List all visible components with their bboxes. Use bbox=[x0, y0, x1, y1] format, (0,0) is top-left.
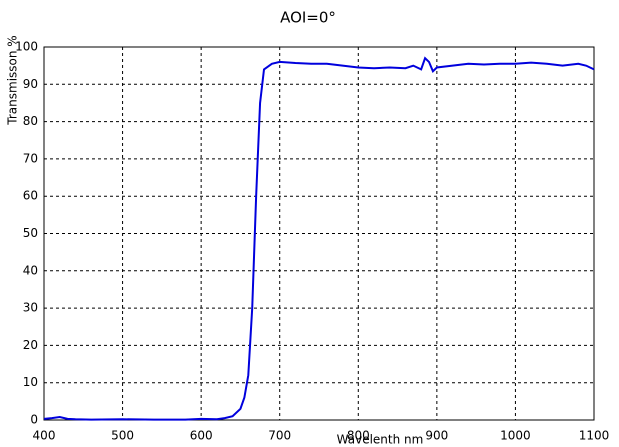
y-tick-label: 90 bbox=[23, 77, 38, 91]
y-tick-label: 70 bbox=[23, 151, 38, 165]
x-tick-label: 700 bbox=[268, 429, 291, 443]
y-tick-label: 30 bbox=[23, 301, 38, 315]
y-tick-label: 0 bbox=[30, 413, 38, 427]
x-tick-label: 800 bbox=[347, 429, 370, 443]
data-line bbox=[43, 56, 595, 421]
y-axis-label: Transmisson % bbox=[6, 35, 20, 125]
y-tick-label: 20 bbox=[23, 338, 38, 352]
x-tick-label: 500 bbox=[111, 429, 134, 443]
chart-title: AOI=0° bbox=[280, 9, 336, 27]
x-tick-label: 600 bbox=[190, 429, 213, 443]
x-tick-label: 400 bbox=[33, 429, 56, 443]
y-tick-label: 100 bbox=[15, 40, 38, 54]
x-tick-label: 1100 bbox=[579, 429, 610, 443]
y-tick-label: 10 bbox=[23, 375, 38, 389]
x-tick-label: 900 bbox=[425, 429, 448, 443]
y-tick-label: 50 bbox=[23, 226, 38, 240]
y-tick-label: 40 bbox=[23, 263, 38, 277]
y-tick-label: 80 bbox=[23, 114, 38, 128]
x-tick-label: 1000 bbox=[500, 429, 531, 443]
x-axis-label: Wavelenth nm bbox=[337, 433, 424, 447]
y-tick-label: 60 bbox=[23, 189, 38, 203]
